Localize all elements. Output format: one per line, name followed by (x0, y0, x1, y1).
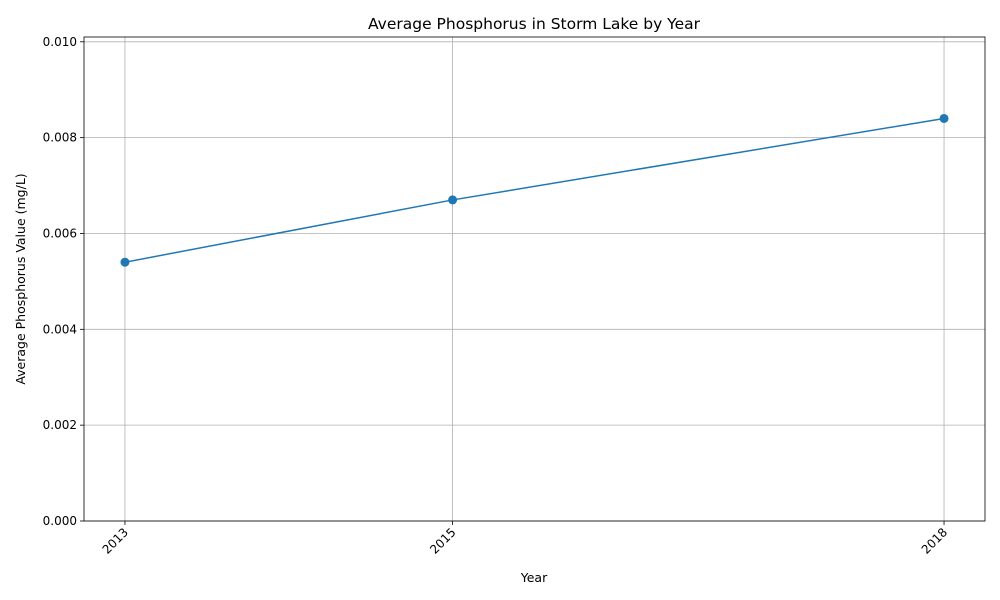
y-tick-label: 0.002 (43, 418, 77, 432)
data-point (939, 113, 949, 123)
x-tick-label: 2015 (427, 525, 458, 556)
y-axis-label: Average Phosphorus Value (mg/L) (13, 173, 28, 384)
x-tick-label: 2018 (919, 525, 950, 556)
series-line (124, 117, 945, 263)
chart-title: Average Phosphorus in Storm Lake by Year (368, 15, 701, 33)
plot-frame (83, 36, 986, 522)
x-tick-label: 2013 (100, 525, 131, 556)
ticks-layer: 2013 2015 2018 0.000 0.002 0.004 0.006 0.008 0.0… (43, 35, 951, 557)
grid-lines (84, 37, 985, 522)
data-point (120, 257, 130, 267)
axes-layer (83, 36, 986, 522)
series-layer (120, 113, 949, 267)
y-tick-label: 0.004 (43, 322, 77, 336)
y-tick-label: 0.010 (43, 35, 77, 49)
y-tick-label: 0.008 (43, 131, 77, 145)
y-tick-label: 0.006 (43, 226, 77, 240)
x-axis-label: Year (520, 570, 548, 585)
y-tick-label: 0.000 (43, 514, 77, 528)
data-point (448, 195, 458, 205)
